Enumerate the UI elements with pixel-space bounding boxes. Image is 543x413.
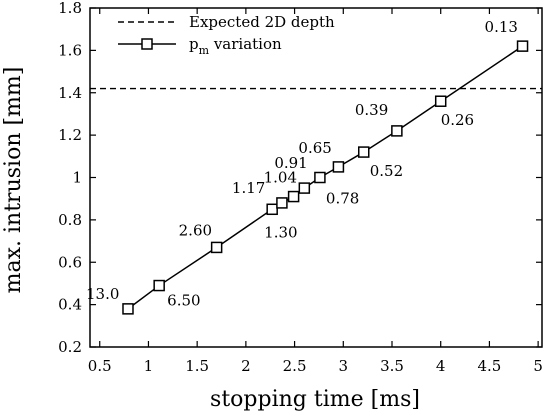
data-label: 1.04 bbox=[264, 169, 297, 187]
y-tick-label: 0.4 bbox=[58, 296, 82, 314]
data-point bbox=[153, 279, 165, 292]
legend-label-expected: Expected 2D depth bbox=[189, 13, 335, 31]
data-label: 1.17 bbox=[232, 179, 265, 197]
data-point bbox=[210, 241, 223, 254]
data-label: 0.26 bbox=[441, 111, 474, 129]
x-tick-label: 4.5 bbox=[477, 357, 501, 375]
data-point bbox=[314, 171, 326, 184]
y-tick-label: 1.2 bbox=[58, 126, 82, 144]
data-label: 0.78 bbox=[326, 190, 359, 208]
data-label: 0.65 bbox=[298, 139, 331, 157]
x-tick-label: 2 bbox=[241, 357, 251, 375]
data-point bbox=[266, 203, 278, 216]
data-point bbox=[332, 161, 345, 173]
data-point bbox=[298, 182, 311, 194]
y-tick-label: 1.4 bbox=[58, 84, 82, 102]
x-tick-label: 3 bbox=[339, 357, 349, 375]
data-label: 0.52 bbox=[370, 162, 403, 180]
x-tick-label: 4 bbox=[436, 357, 446, 375]
y-axis-title: max. intrusion [mm] bbox=[1, 67, 26, 294]
data-label: 0.39 bbox=[355, 101, 388, 119]
data-point bbox=[391, 125, 403, 137]
data-label: 0.91 bbox=[274, 154, 307, 172]
legend-label-series: pm variation bbox=[189, 35, 282, 57]
legend-marker-sample bbox=[141, 38, 153, 50]
x-axis-title: stopping time [ms] bbox=[210, 387, 420, 412]
data-point bbox=[287, 190, 300, 203]
data-point bbox=[434, 95, 447, 107]
data-label: 1.30 bbox=[264, 223, 297, 241]
y-tick-label: 0.8 bbox=[58, 211, 82, 229]
plot-area: 0.5 1 1.5 2 2.5 3 3.5 4 4.5 5 0.2 0.4 0.6 0.8 1 1.2 1.4 1… bbox=[58, 0, 543, 375]
y-tick-label: 0.6 bbox=[58, 253, 82, 271]
y-tick-label: 1 bbox=[72, 169, 82, 187]
y-tick-label: 1.8 bbox=[58, 0, 82, 17]
y-tick-label: 1.6 bbox=[58, 41, 82, 59]
data-point bbox=[122, 303, 134, 315]
y-tick-label: 0.2 bbox=[58, 338, 82, 356]
x-tick-label: 0.5 bbox=[88, 357, 112, 375]
x-tick-label: 3.5 bbox=[380, 357, 404, 375]
data-point bbox=[276, 197, 288, 209]
data-point bbox=[516, 40, 529, 52]
x-tick-label: 5 bbox=[533, 357, 543, 375]
data-point bbox=[357, 146, 370, 158]
data-label: 2.60 bbox=[179, 221, 212, 239]
x-tick-label: 1.5 bbox=[185, 357, 209, 375]
data-label: 0.13 bbox=[485, 18, 518, 36]
data-label: 13.0 bbox=[86, 285, 119, 303]
x-tick-label: 1 bbox=[144, 357, 154, 375]
x-tick-label: 2.5 bbox=[283, 357, 307, 375]
data-label: 6.50 bbox=[167, 292, 200, 310]
